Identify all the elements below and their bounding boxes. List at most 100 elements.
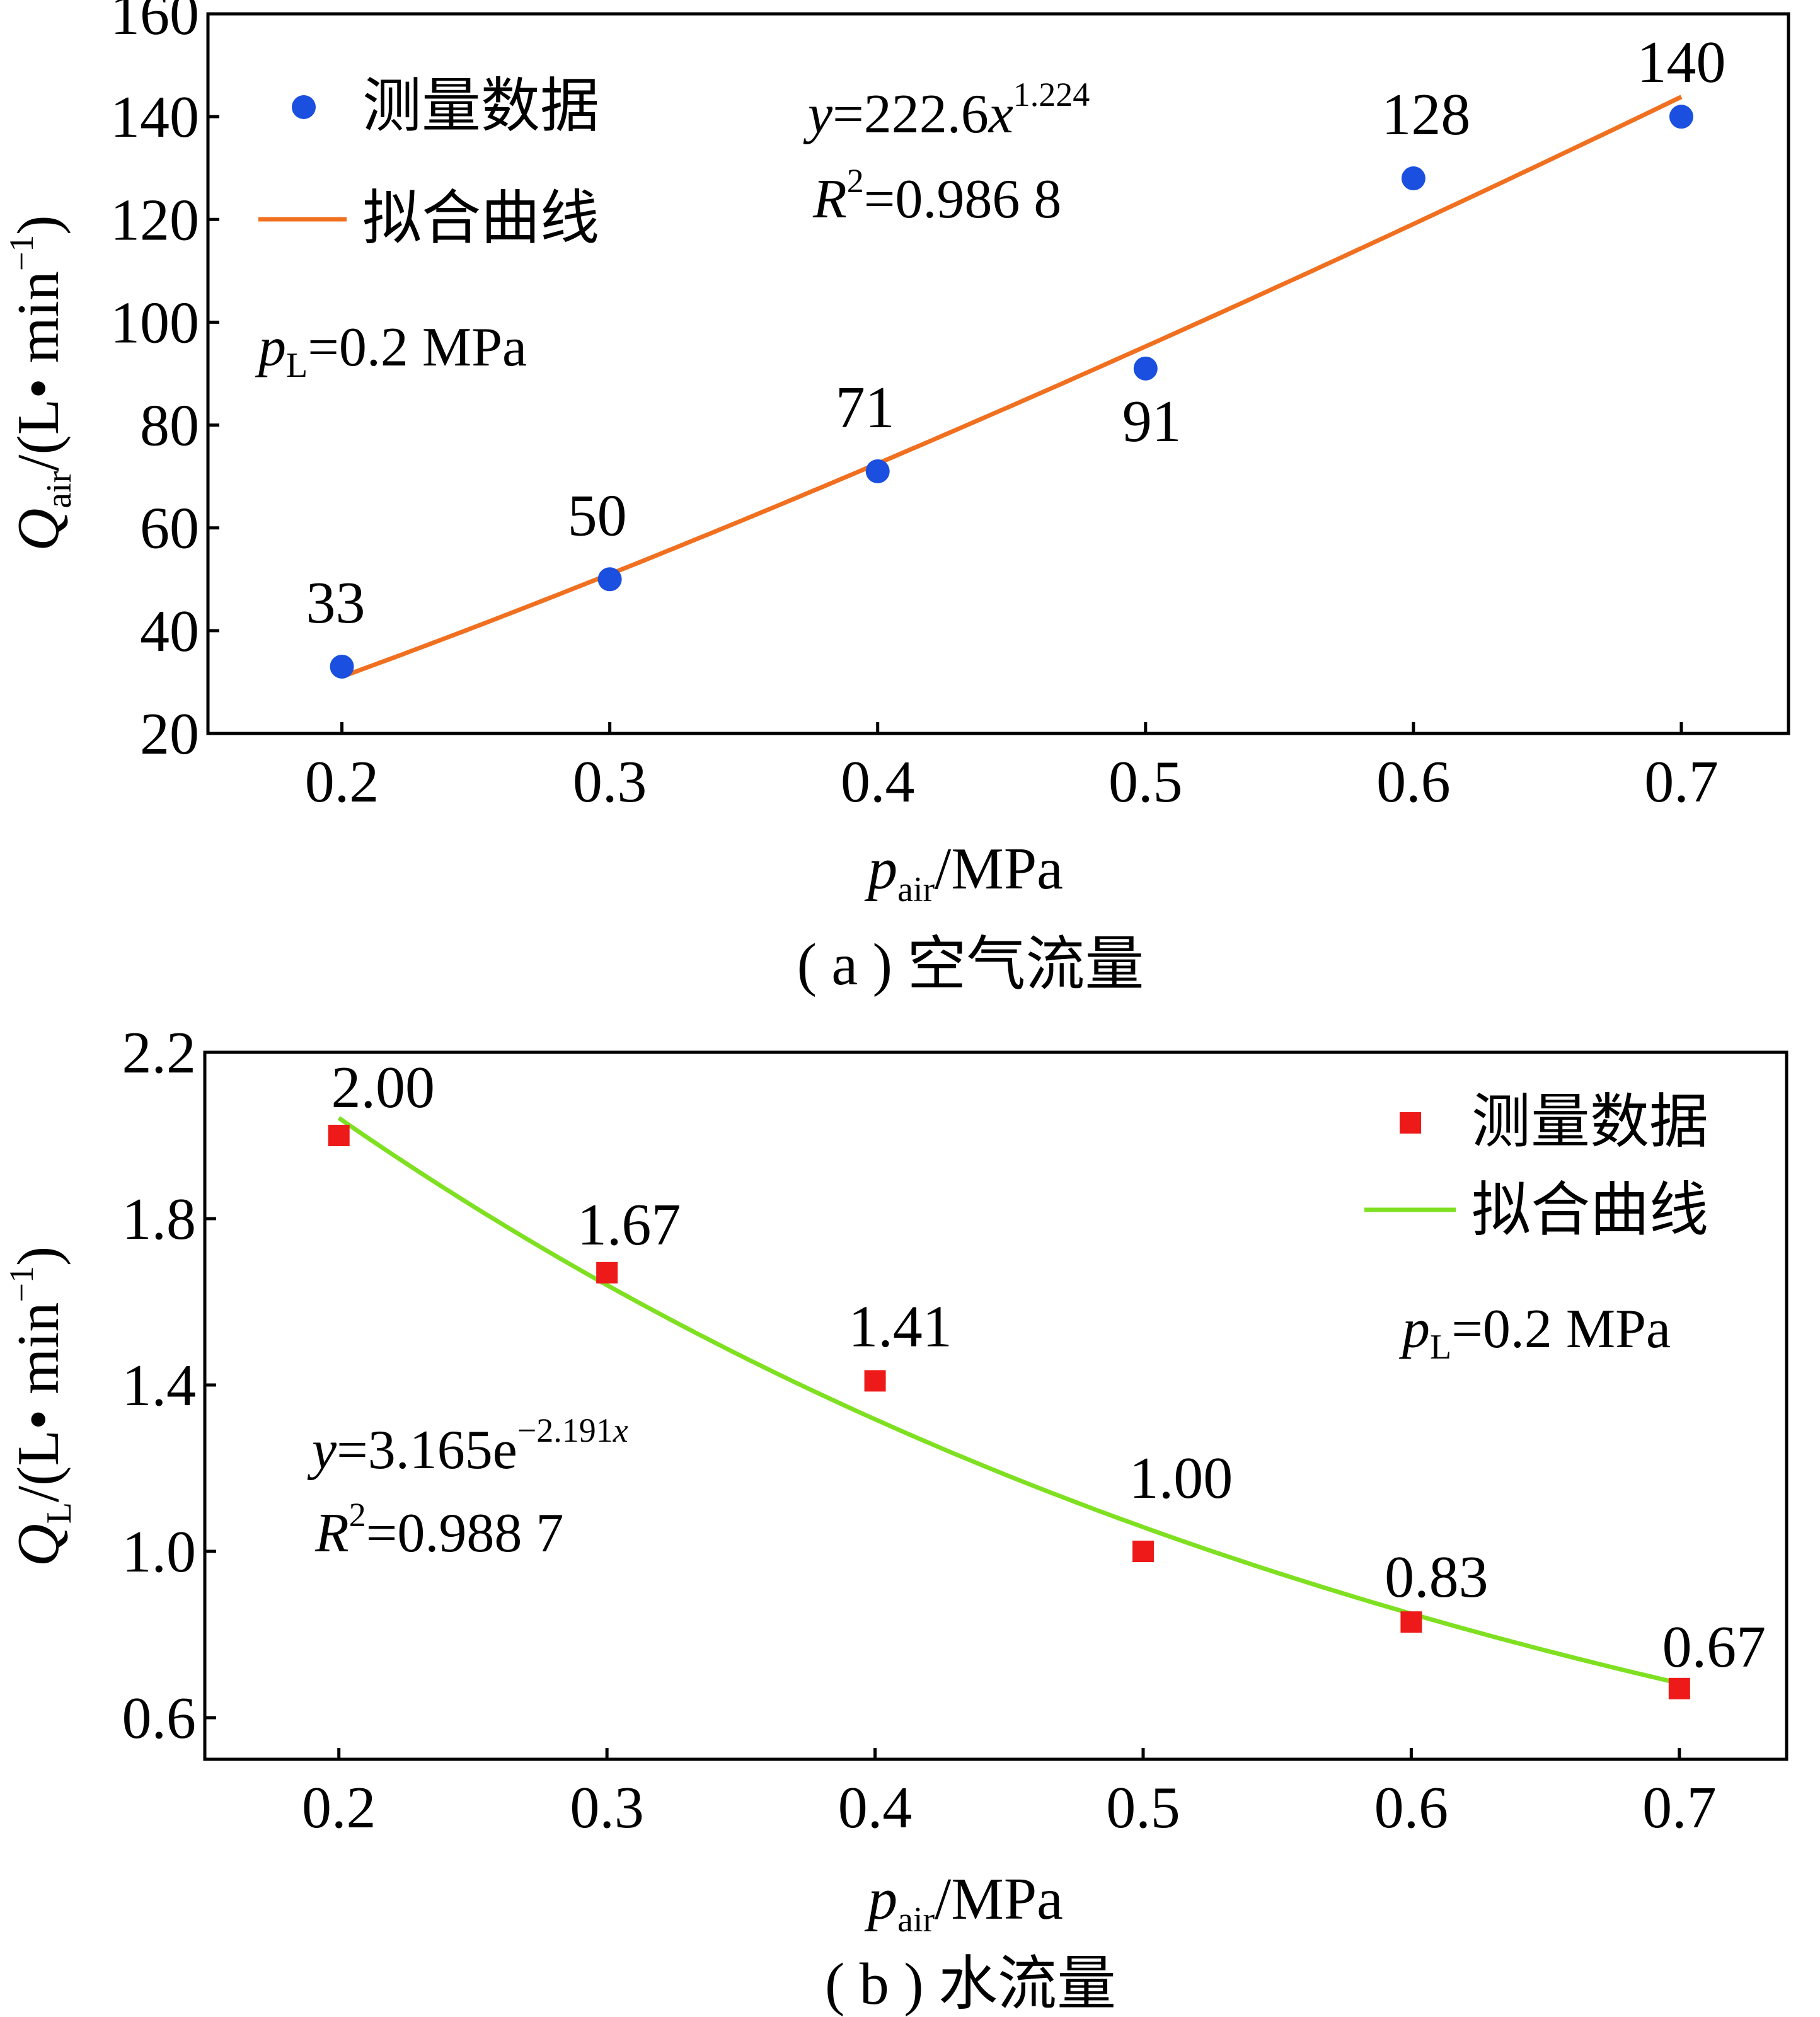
panel-b-condition: pL=0.2 MPa bbox=[1398, 1299, 1671, 1367]
data-point bbox=[1133, 356, 1158, 381]
x-tick-label: 0.6 bbox=[1376, 749, 1451, 815]
panel-a-x-axis: 0.2 0.3 0.4 0.5 0.6 0.7 bbox=[305, 722, 1719, 815]
x-tick-label: 0.5 bbox=[1106, 1775, 1180, 1841]
panel-b: 0.6 1.0 1.4 1.8 2.2 0.2 0.3 0.4 0.5 0.6 0.7 2.00 1… bbox=[3, 1020, 1788, 2017]
panel-a-equation: y=222.6x1.224 bbox=[803, 76, 1090, 145]
equation-eq: =222.6 bbox=[832, 84, 989, 145]
x-tick-label: 0.3 bbox=[573, 749, 647, 815]
r-symbol: R bbox=[812, 169, 847, 230]
condition-p: p bbox=[1398, 1299, 1430, 1360]
r-value: =0.988 7 bbox=[366, 1503, 564, 1564]
equation-y: y bbox=[307, 1420, 337, 1481]
data-label: 33 bbox=[306, 570, 366, 636]
legend-marker-square bbox=[1400, 1112, 1421, 1134]
panel-b-caption: ( b ) 水流量 bbox=[825, 1951, 1116, 2017]
panel-a-plot-frame bbox=[206, 12, 1790, 735]
data-point bbox=[865, 459, 890, 483]
x-tick-label: 0.6 bbox=[1374, 1775, 1449, 1841]
y-tick-label: 100 bbox=[110, 290, 199, 355]
panel-b-fit-curve-layer bbox=[337, 1116, 1680, 1686]
legend-measured-label: 测量数据 bbox=[1472, 1089, 1708, 1155]
equation-exponent: −2.191 bbox=[517, 1411, 613, 1449]
y-tick-label: 140 bbox=[110, 84, 199, 150]
panel-b-y-axis-title: QL/(L• min−1) bbox=[3, 1246, 79, 1566]
panel-b-y-axis: 0.6 1.0 1.4 1.8 2.2 bbox=[122, 1020, 216, 1751]
y-tick-label: 0.6 bbox=[122, 1686, 197, 1751]
legend-marker-circle bbox=[292, 95, 316, 119]
data-label: 1.00 bbox=[1129, 1445, 1233, 1511]
data-point bbox=[1401, 166, 1425, 191]
panel-a-r-squared: R2=0.986 8 bbox=[812, 162, 1061, 230]
y-tick-label: 60 bbox=[140, 496, 199, 561]
data-label: 140 bbox=[1637, 30, 1725, 95]
legend-fit-label: 拟合曲线 bbox=[362, 186, 599, 251]
data-point bbox=[596, 1261, 618, 1284]
data-point bbox=[330, 654, 354, 679]
x-tick-label: 0.5 bbox=[1109, 749, 1183, 815]
x-tick-label: 0.2 bbox=[305, 749, 379, 815]
y-tick-label: 1.0 bbox=[122, 1519, 197, 1585]
y-tick-label: 160 bbox=[110, 0, 199, 47]
data-label: 128 bbox=[1381, 82, 1470, 147]
panel-b-equation: y=3.165e−2.191x bbox=[307, 1411, 628, 1481]
condition-value: =0.2 MPa bbox=[308, 317, 527, 378]
panel-a-legend: 测量数据 拟合曲线 bbox=[258, 74, 599, 251]
fit-curve bbox=[341, 95, 1683, 679]
data-label: 0.83 bbox=[1385, 1544, 1489, 1610]
panel-a-y-axis-title: Qair/(L• min−1) bbox=[3, 215, 79, 551]
data-point bbox=[597, 567, 622, 592]
y-tick-label: 1.8 bbox=[122, 1187, 197, 1252]
panel-b-r-squared: R2=0.988 7 bbox=[314, 1496, 563, 1564]
panel-b-data-labels: 2.00 1.67 1.41 1.00 0.83 0.67 bbox=[331, 1055, 1766, 1680]
equation-eq: =3.165e bbox=[337, 1420, 517, 1481]
panel-b-x-axis: 0.2 0.3 0.4 0.5 0.6 0.7 bbox=[302, 1748, 1717, 1841]
x-tick-label: 0.4 bbox=[841, 749, 915, 815]
legend-measured-marker bbox=[292, 95, 316, 119]
data-point bbox=[1669, 105, 1693, 129]
data-label: 50 bbox=[568, 483, 627, 548]
legend-measured-label: 测量数据 bbox=[362, 74, 599, 139]
panel-a-caption: ( a ) 空气流量 bbox=[797, 932, 1144, 997]
r-symbol: R bbox=[314, 1503, 349, 1564]
panel-b-x-axis-title: pair/MPa bbox=[864, 1866, 1063, 1939]
data-point bbox=[1132, 1541, 1154, 1562]
panel-a-data-labels: 33 50 71 91 128 140 bbox=[306, 30, 1726, 636]
y-tick-label: 80 bbox=[140, 393, 199, 459]
x-tick-label: 0.3 bbox=[570, 1775, 644, 1841]
y-tick-label: 2.2 bbox=[122, 1020, 197, 1086]
x-tick-label: 0.2 bbox=[302, 1775, 376, 1841]
panel-a-x-axis-title: pair/MPa bbox=[864, 836, 1063, 909]
condition-sub: L bbox=[1430, 1328, 1451, 1367]
x-tick-label: 0.7 bbox=[1644, 749, 1719, 815]
data-label: 2.00 bbox=[331, 1055, 435, 1120]
r-superscript: 2 bbox=[349, 1496, 366, 1534]
legend-fit-label: 拟合曲线 bbox=[1472, 1178, 1708, 1243]
panel-b-plot-frame bbox=[203, 1050, 1788, 1761]
r-value: =0.986 8 bbox=[864, 169, 1062, 230]
condition-value: =0.2 MPa bbox=[1451, 1299, 1671, 1360]
data-label: 1.67 bbox=[577, 1192, 681, 1258]
x-tick-label: 0.7 bbox=[1642, 1775, 1717, 1841]
y-tick-label: 1.4 bbox=[122, 1353, 197, 1418]
data-point bbox=[1668, 1677, 1690, 1699]
condition-p: p bbox=[255, 317, 286, 378]
panel-a-data-points bbox=[330, 105, 1693, 679]
data-label: 1.41 bbox=[848, 1294, 952, 1359]
data-point bbox=[864, 1370, 886, 1392]
data-label: 71 bbox=[836, 375, 895, 440]
r-superscript: 2 bbox=[847, 162, 864, 200]
data-label: 91 bbox=[1122, 389, 1182, 454]
data-point bbox=[1400, 1611, 1422, 1633]
y-tick-label: 40 bbox=[140, 599, 199, 664]
data-label: 0.67 bbox=[1662, 1614, 1766, 1680]
fit-curve bbox=[337, 1116, 1680, 1686]
condition-sub: L bbox=[286, 346, 308, 385]
panel-b-data-points bbox=[328, 1125, 1690, 1699]
x-tick-label: 0.4 bbox=[838, 1775, 913, 1841]
panel-a-y-axis: 20 40 60 80 100 120 140 160 bbox=[110, 0, 219, 767]
data-point bbox=[328, 1125, 350, 1146]
panel-b-legend: 测量数据 拟合曲线 bbox=[1364, 1089, 1708, 1243]
y-tick-label: 20 bbox=[140, 701, 199, 767]
panel-a-condition: pL=0.2 MPa bbox=[255, 317, 527, 385]
